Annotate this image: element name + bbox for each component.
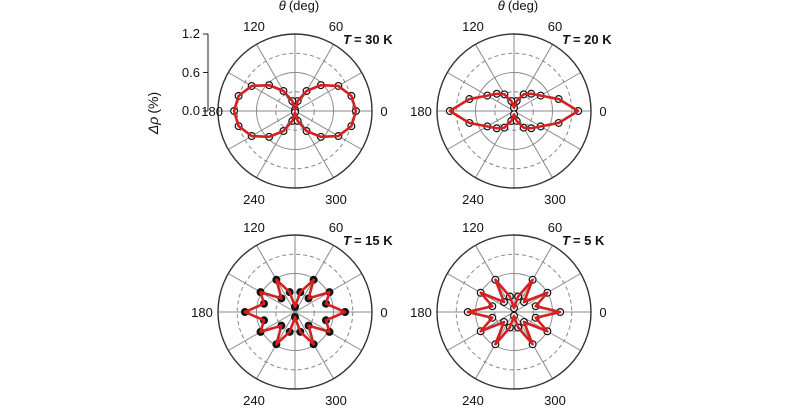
outer-ring [217,234,373,390]
angle-tick-label: 120 [462,220,484,235]
angle-tick-label: 240 [243,393,265,408]
ring-gridline [236,253,354,371]
y-axis: 1.2 0.6 0.0 Δρ (%) [145,26,209,135]
angle-tick-label: 120 [462,19,484,34]
angle-tick-label: 60 [329,220,343,235]
angle-tick-label: 0 [380,104,387,119]
angle-tick-label: 120 [243,19,265,34]
temperature-label: T = 5 K [562,233,605,248]
fit-curve [232,83,358,139]
angle-tick-label: 240 [462,393,484,408]
polar-panel: 0 60 120 240 300 180 θ (deg) T = 30 K [201,0,393,207]
angle-tick-label: 0 [380,305,387,320]
theta-unit: (deg) [508,0,538,13]
y-tick-label: 1.2 [182,26,200,41]
theta-label: θ (deg) [279,0,319,13]
y-axis-unit: (%) [145,92,161,114]
polar-panel: 0 60 120 180 240 300 T = 5 K [410,220,606,408]
ring-gridline [275,91,315,131]
ring-gridline [256,72,334,150]
temperature-value: = 30 K [354,32,393,47]
angle-tick-label: 240 [462,192,484,207]
temperature-value: = 5 K [573,233,605,248]
temperature-symbol: T [562,233,571,248]
ring-gridline [494,292,534,332]
ring-gridline [475,72,553,150]
temperature-symbol: T [562,32,571,47]
angle-tick-label: 300 [325,192,347,207]
angle-tick-label: 120 [243,220,265,235]
angle-tick-label: 180 [410,104,432,119]
angle-tick-label: 180 [410,305,432,320]
angle-tick-label: 300 [325,393,347,408]
outer-ring [436,234,592,390]
y-axis-symbol: Δρ [145,117,161,135]
ring-gridline [494,91,534,131]
angle-tick-label: 60 [548,220,562,235]
temperature-label: T = 30 K [343,32,393,47]
outer-ring [436,33,592,189]
theta-label: θ (deg) [498,0,538,13]
theta-symbol: θ [498,0,505,13]
angle-tick-label: 180 [191,305,213,320]
ring-gridline [455,52,573,170]
ring-gridline [455,253,573,371]
temperature-symbol: T [343,233,352,248]
temperature-value: = 20 K [573,32,612,47]
angle-tick-label: 0 [599,305,606,320]
y-tick-label: 0.6 [182,65,200,80]
fit-curve [466,278,562,346]
theta-unit: (deg) [289,0,319,13]
angle-tick-label: 300 [544,192,566,207]
y-axis-label: Δρ (%) [145,92,161,135]
temperature-value: = 15 K [354,233,393,248]
theta-symbol: θ [279,0,286,13]
fit-curve [243,278,347,346]
angle-tick-label: 180 [201,104,223,119]
polar-panel: 0 60 120 180 240 300 θ (deg) T = 20 K [410,0,612,207]
fit-curve [448,92,580,130]
angle-tick-label: 60 [548,19,562,34]
ring-gridline [475,273,553,351]
temperature-label: T = 20 K [562,32,612,47]
y-tick-label: 0.0 [182,103,200,118]
temperature-symbol: T [343,32,352,47]
angle-tick-label: 0 [599,104,606,119]
ring-gridline [256,273,334,351]
ring-gridline [275,292,315,332]
temperature-label: T = 15 K [343,233,393,248]
polar-panel: 0 60 120 180 240 300 T = 15 K [191,220,393,408]
angle-tick-label: 300 [544,393,566,408]
outer-ring [217,33,373,189]
angle-tick-label: 60 [329,19,343,34]
angle-tick-label: 240 [243,192,265,207]
